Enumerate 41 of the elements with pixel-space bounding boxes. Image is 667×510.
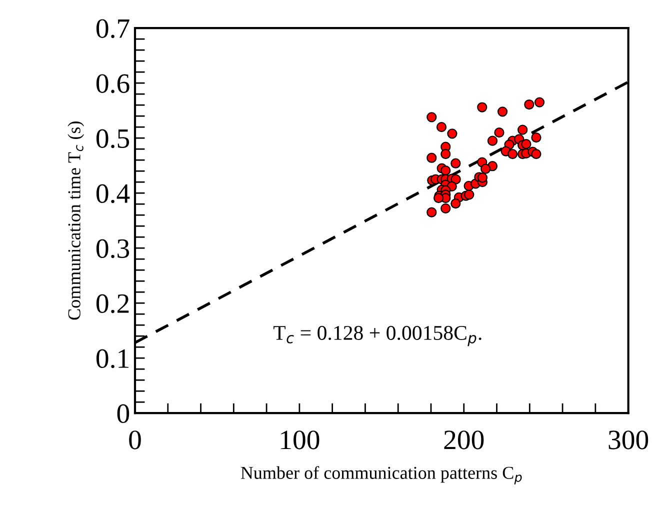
- point: [524, 99, 534, 110]
- point: [450, 158, 461, 168]
- y-axis-title: Communication time T$_{c}$ (s): [68, 122, 84, 320]
- y-tick-label: 0.3: [96, 239, 130, 258]
- y-tick-label: 0.7: [96, 19, 130, 38]
- x-tick-label: 300: [608, 430, 648, 450]
- point: [534, 97, 545, 108]
- point: [518, 124, 528, 135]
- y-tick-label: 0.4: [96, 184, 130, 204]
- point: [494, 128, 504, 138]
- y-tick-label: 0.6: [96, 74, 130, 94]
- point: [507, 148, 518, 160]
- point: [450, 174, 461, 184]
- annotation: T$_{c}$ = 0.128 + 0.00158C$_{p}$.: [274, 326, 482, 346]
- point: [440, 203, 451, 214]
- y-tick-label: 0: [117, 404, 130, 424]
- y-tick-label: 0.1: [96, 349, 128, 368]
- x-tick-label: 100: [281, 430, 320, 450]
- point: [477, 102, 488, 112]
- point: [497, 106, 508, 117]
- point: [487, 136, 498, 146]
- point: [464, 190, 474, 200]
- x-tick-label: 200: [444, 430, 484, 450]
- y-tick-label: 0.2: [96, 294, 129, 314]
- x-axis-title: Number of communication patterns C$_{p}$: [240, 466, 522, 484]
- point: [477, 172, 488, 183]
- point: [426, 152, 437, 163]
- x-tick-label: 0: [129, 430, 141, 450]
- point: [426, 112, 437, 122]
- point: [480, 164, 491, 174]
- point: [447, 128, 458, 139]
- y-tick-label: 0.5: [96, 129, 130, 148]
- point: [426, 207, 437, 218]
- point: [531, 132, 542, 143]
- point: [436, 122, 447, 132]
- point: [450, 198, 461, 209]
- point: [440, 148, 451, 160]
- point: [433, 192, 444, 204]
- point: [531, 148, 542, 160]
- point: [521, 139, 532, 150]
- point: [440, 165, 451, 176]
